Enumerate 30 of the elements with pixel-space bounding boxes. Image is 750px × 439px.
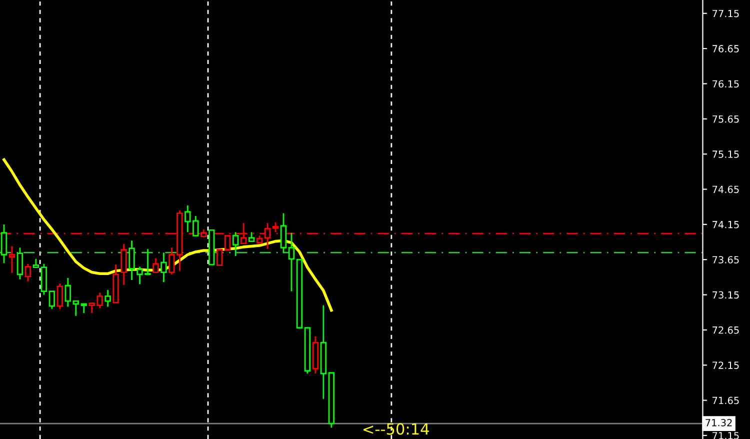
y-tick-label: 73.15 [712,291,739,299]
candlestick [64,278,71,307]
line-series [2,158,333,312]
y-tick-label: 75.15 [712,150,739,158]
y-tick-label: 75.65 [712,115,739,123]
y-tick-label: 72.65 [712,326,739,334]
y-tick-label: 72.15 [712,362,739,369]
candlestick [320,305,327,399]
candlestick [296,258,303,329]
candlestick [288,232,295,292]
candlestick [232,232,239,256]
candlestick [216,249,223,266]
candlestick [56,284,63,309]
candlestick [312,336,319,374]
candlestick [328,372,334,428]
y-tick-label: 77.15 [712,10,739,18]
annotation: <--50:14 [364,423,429,435]
y-tick-label: 71.15 [712,432,739,439]
y-tick-label: 74.65 [712,186,739,194]
y-tick-label: 76.65 [712,45,739,52]
y-tick-label: 76.15 [712,80,739,88]
candlestick [72,300,79,316]
y-tick-label: 71.65 [712,396,739,404]
ref-line-label: 71.32 [706,418,732,426]
y-tick-label: 74.15 [712,221,739,228]
candlestick [208,229,215,266]
y-tick-label: 73.65 [712,256,739,264]
candlestick [40,264,48,295]
candlestick [48,290,55,309]
candlestick [32,258,40,268]
